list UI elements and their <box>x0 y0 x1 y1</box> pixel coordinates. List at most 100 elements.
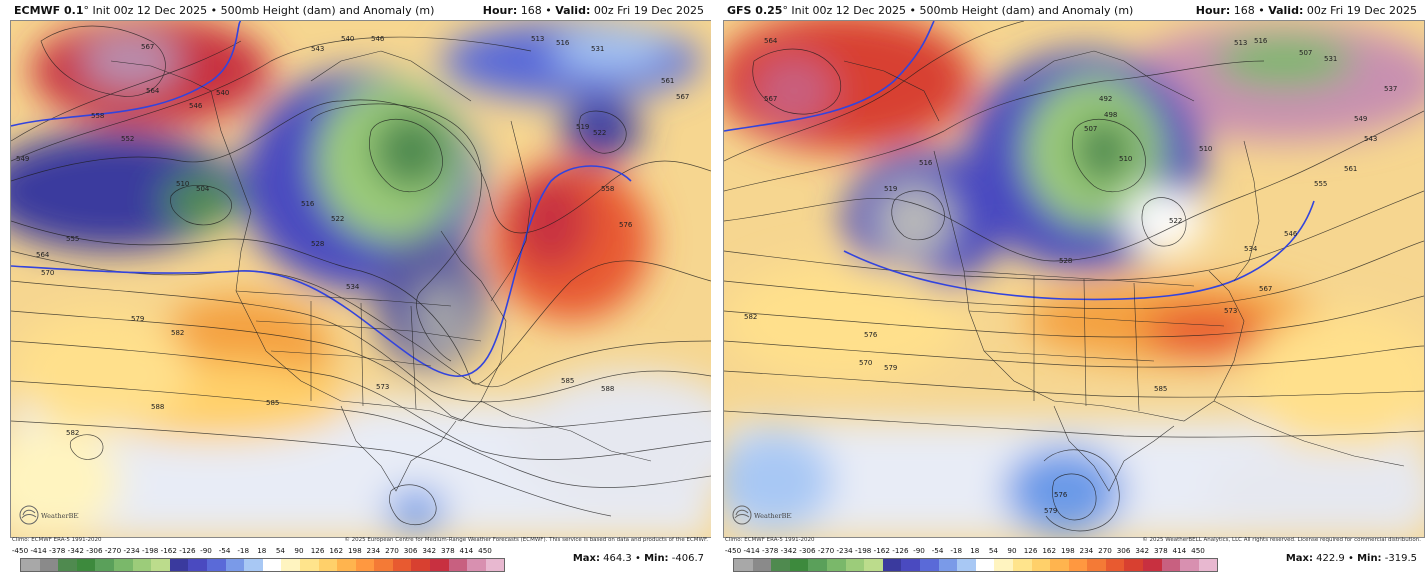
weatherbell-logo: WeatherBELL <box>732 505 792 525</box>
contour-label: 564 <box>146 87 160 95</box>
colorbar-segment <box>262 559 282 571</box>
ecmwf-panel: ECMWF 0.1° Init 00z 12 Dec 2025 • 500mb … <box>0 0 712 584</box>
contour-label: 519 <box>576 123 589 131</box>
colorbar-segment <box>882 559 902 571</box>
colorbar-label: -306 <box>799 546 816 555</box>
colorbar-label: -378 <box>49 546 66 555</box>
colorbar-label: 450 <box>1191 546 1205 555</box>
colorbar-segment <box>76 559 96 571</box>
contour-label: 573 <box>1224 307 1237 315</box>
colorbar-segment <box>430 559 449 571</box>
colorbar-segment <box>21 559 40 571</box>
contour-label: 543 <box>311 45 324 53</box>
max-value: 464.3 <box>603 553 632 564</box>
contour-label: 492 <box>1099 95 1112 103</box>
colorbar-label: 342 <box>1135 546 1150 555</box>
colorbar-segment <box>864 559 883 571</box>
min-value: -406.7 <box>671 553 704 564</box>
colorbar-segment <box>1198 559 1218 571</box>
contour-label: 549 <box>1354 115 1367 123</box>
contour-label: 516 <box>301 200 315 208</box>
contour-label: 573 <box>376 383 389 391</box>
colorbar-segment <box>355 559 375 571</box>
max-min: Max: 464.3 • Min: -406.7 <box>572 553 704 564</box>
colorbar-label: -162 <box>160 546 177 555</box>
colorbar-segment <box>919 559 939 571</box>
contour-label: 504 <box>196 185 210 193</box>
contour-label: 549 <box>16 155 29 163</box>
colorbar-segment <box>1161 559 1181 571</box>
contour-label: 516 <box>1254 37 1268 45</box>
colorbar-label: 90 <box>1007 546 1017 555</box>
colorbar-segment <box>113 559 133 571</box>
contour-label: 567 <box>676 93 689 101</box>
contour-label: 567 <box>764 95 777 103</box>
colorbar-label: -450 <box>11 546 29 555</box>
colorbar-segment <box>1105 559 1125 571</box>
contour-label: 585 <box>266 399 279 407</box>
contour-label: 510 <box>1119 155 1132 163</box>
colorbar-label: 378 <box>440 546 455 555</box>
contour-label: 546 <box>371 35 385 43</box>
ecmwf-anomaly-map: 567 564 546 540 558 552 549 510 504 534 … <box>11 21 711 537</box>
colorbar-label: -414 <box>30 546 47 555</box>
model-name: GFS 0.25 <box>727 4 783 17</box>
colorbar-label: -234 <box>123 546 140 555</box>
colorbar-label: -126 <box>179 546 196 555</box>
max-label: Max: <box>572 553 600 564</box>
contour-label: 570 <box>859 359 872 367</box>
colorbar-segment <box>994 559 1013 571</box>
colorbar-label: -450 <box>724 546 742 555</box>
colorbar-label: -198 <box>142 546 159 555</box>
hour-value: 168 <box>520 4 542 17</box>
colorbar-segment <box>244 559 263 571</box>
colorbar-label: 18 <box>970 546 980 555</box>
logo-text: WeatherBELL <box>754 512 792 520</box>
colorbar-segment <box>58 559 77 571</box>
colorbar-segment <box>975 559 995 571</box>
colorbar-label: 198 <box>347 546 362 555</box>
colorbar-segment <box>1050 559 1069 571</box>
colorbar-segment <box>448 559 468 571</box>
colorbar-label: 306 <box>403 546 418 555</box>
colorbar-segment <box>1143 559 1162 571</box>
colorbar-label: 234 <box>1079 546 1094 555</box>
contour-label: 588 <box>601 385 614 393</box>
init-info: ° Init 00z 12 Dec 2025 • 500mb Height (d… <box>83 4 435 17</box>
contour-label: 522 <box>593 129 606 137</box>
valid-time: 00z Fri 19 Dec 2025 <box>1306 4 1417 17</box>
anomaly-colorbar <box>20 558 506 572</box>
colorbar-label: 18 <box>257 546 267 555</box>
contour-label: 561 <box>1344 165 1357 173</box>
colorbar-label: 54 <box>988 546 998 555</box>
contour-label: 540 <box>216 89 229 97</box>
colorbar-labels: -450 -414 -378 -342 -306 -270 -234 -198 -162 -126… <box>12 546 520 556</box>
hour-label: Hour: <box>1195 4 1231 17</box>
colorbar-label: -270 <box>817 546 835 555</box>
max-value: 422.9 <box>1316 553 1345 564</box>
colorbar-segment <box>901 559 920 571</box>
colorbar-segment <box>206 559 226 571</box>
colorbar-segment <box>789 559 809 571</box>
contour-label: 510 <box>1199 145 1212 153</box>
colorbar-segment <box>169 559 189 571</box>
valid-label: Valid: <box>555 4 591 17</box>
hour-value: 168 <box>1233 4 1255 17</box>
colorbar-label: 126 <box>1023 546 1038 555</box>
colorbar-label: -90 <box>200 546 212 555</box>
contour-label: 540 <box>341 35 354 43</box>
colorbar-label: 90 <box>294 546 304 555</box>
colorbar-segment <box>771 559 790 571</box>
colorbar-segment <box>808 559 827 571</box>
logo-text: WeatherBELL <box>41 512 79 520</box>
colorbar-label: -90 <box>913 546 925 555</box>
min-value: -319.5 <box>1384 553 1417 564</box>
max-label: Max: <box>1285 553 1313 564</box>
contour-label: 546 <box>1284 230 1298 238</box>
contour-label: 555 <box>1314 180 1327 188</box>
climo-credit: Climo: ECMWF ERA-5 1991-2020 <box>725 537 815 543</box>
contour-label: 579 <box>884 364 897 372</box>
contour-label: 576 <box>864 331 878 339</box>
colorbar-label: -414 <box>743 546 760 555</box>
contour-label: 507 <box>1084 125 1097 133</box>
